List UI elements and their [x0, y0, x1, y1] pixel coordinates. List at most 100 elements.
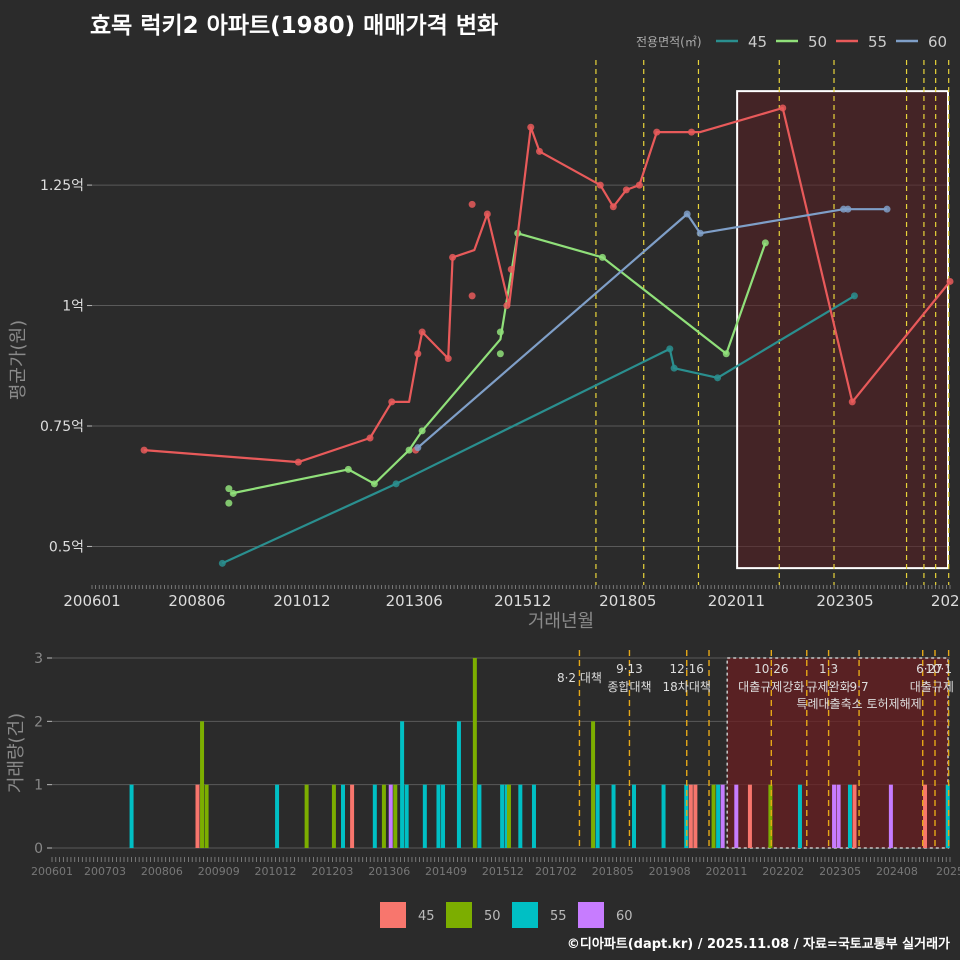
- legend-label-45: 45: [748, 33, 767, 51]
- volume-bar-55: [684, 784, 689, 848]
- volume-bar-55: [945, 784, 950, 848]
- policy-label: 대출규제강화: [738, 680, 804, 694]
- data-point-55: [622, 186, 630, 194]
- policy-label: 종합대책: [607, 679, 651, 694]
- legend-label-50: 50: [808, 33, 827, 51]
- volume-bar-55: [275, 784, 280, 848]
- volume-bar-55: [340, 784, 345, 848]
- volume-bars: [129, 658, 950, 848]
- volume-bar-55: [611, 784, 616, 848]
- x-tick-label: 201908: [649, 865, 691, 878]
- policy-label: 18차대책: [663, 679, 711, 694]
- data-point-50: [405, 446, 413, 454]
- data-point-50: [225, 485, 233, 493]
- volume-axes: 200601 200703 200806 200909 201012 201203 2013…: [6, 713, 960, 878]
- volume-bar-55: [456, 721, 461, 848]
- data-point-50: [418, 427, 426, 435]
- data-point-50: [598, 253, 606, 261]
- volume-bar-50: [331, 784, 336, 848]
- volume-bar-60: [832, 784, 837, 848]
- data-point-55: [779, 104, 787, 112]
- volume-bar-55: [518, 784, 523, 848]
- x-tick-label: 201805: [592, 865, 634, 878]
- policy-label: 8·2 대책: [557, 670, 602, 685]
- data-point-55: [468, 200, 476, 208]
- volume-bar-55: [847, 784, 852, 848]
- volume-bar-55: [500, 784, 505, 848]
- legend-swatch-50: [446, 902, 472, 928]
- y-tick-label: 0.5억: [49, 539, 84, 555]
- x-tick-label: 200909: [198, 865, 240, 878]
- volume-bar-45: [688, 784, 693, 848]
- volume-bar-50: [393, 784, 398, 848]
- volume-bar-55: [716, 784, 721, 848]
- x-axis-title: 거래년월: [528, 611, 594, 632]
- policy-label: 대출규제: [910, 680, 954, 694]
- series-line-50: [230, 232, 767, 495]
- y-tick-label: 0: [34, 841, 43, 857]
- volume-bar-55: [372, 784, 377, 848]
- policy-label: 1·3: [819, 662, 838, 676]
- volume-bar-55: [797, 784, 802, 848]
- y-tick-label: 2: [34, 714, 43, 730]
- legend-swatch-55: [512, 902, 538, 928]
- x-tick-label: 202305: [816, 592, 873, 610]
- x-tick-label: 201702: [535, 865, 577, 878]
- y-tick-label: 0.75억: [40, 419, 84, 435]
- volume-bar-55: [422, 784, 427, 848]
- policy-label: 10·26: [754, 662, 788, 676]
- data-point-55: [388, 398, 396, 406]
- volume-bar-55: [595, 784, 600, 848]
- data-point-50: [344, 465, 352, 473]
- legend-label-50: 50: [484, 909, 501, 924]
- legend-title: 전용면적(㎡): [636, 35, 702, 49]
- volume-bar-55: [441, 784, 446, 848]
- data-point-55: [366, 434, 374, 442]
- data-point-55: [688, 128, 696, 136]
- volume-bar-55: [504, 784, 509, 848]
- x-tick-label: 200601: [63, 592, 120, 610]
- x-tick-label: 200806: [141, 865, 183, 878]
- volume-bar-55: [436, 784, 441, 848]
- data-point-45: [218, 559, 226, 567]
- data-point-50: [722, 350, 730, 358]
- x-tick-label: 2025: [936, 865, 960, 878]
- volume-bar-50: [472, 658, 477, 848]
- policy-label: 9·13: [616, 662, 643, 676]
- x-tick-label: 202305: [819, 865, 861, 878]
- legend-label-55: 55: [550, 909, 567, 924]
- volume-policy-lines: 8·2 대책 9·13 종합대책 12·16 18차대책 10·26 대출규제강화 1·3 규제…: [557, 650, 954, 848]
- legend-label-55: 55: [868, 33, 887, 51]
- volume-bar-50: [381, 784, 386, 848]
- volume-legend: 45 50 55 60: [380, 902, 633, 928]
- volume-bar-60: [388, 784, 393, 848]
- volume-bar-55: [129, 784, 134, 848]
- data-point-55: [294, 458, 302, 466]
- volume-bar-45: [922, 784, 927, 848]
- volume-bar-55: [531, 784, 536, 848]
- volume-bar-60: [888, 784, 893, 848]
- legend-label-45: 45: [418, 909, 435, 924]
- x-tick-label: 2025: [931, 592, 960, 610]
- x-tick-label: 200806: [168, 592, 225, 610]
- volume-bar-60: [720, 784, 725, 848]
- legend-label-60: 60: [616, 909, 633, 924]
- data-point-55: [848, 398, 856, 406]
- data-point-45: [850, 292, 858, 300]
- data-point-55: [507, 265, 515, 273]
- data-point-55: [483, 210, 491, 218]
- data-point-60: [414, 444, 422, 452]
- chart-title: 효목 럭키2 아파트(1980) 매매가격 변화: [90, 13, 499, 39]
- volume-bar-55: [477, 784, 482, 848]
- x-tick-label: 201306: [386, 592, 443, 610]
- data-point-55: [635, 181, 643, 189]
- data-point-55: [414, 350, 422, 358]
- highlight-box: [736, 90, 949, 570]
- data-point-55: [503, 302, 511, 310]
- volume-bar-45: [195, 784, 200, 848]
- policy-label: 특례대출축소 토허제해제: [796, 697, 921, 711]
- x-tick-label: 200601: [31, 865, 73, 878]
- data-point-45: [714, 374, 722, 382]
- y-tick-label: 1.25억: [40, 178, 84, 194]
- series-line-45: [221, 294, 855, 565]
